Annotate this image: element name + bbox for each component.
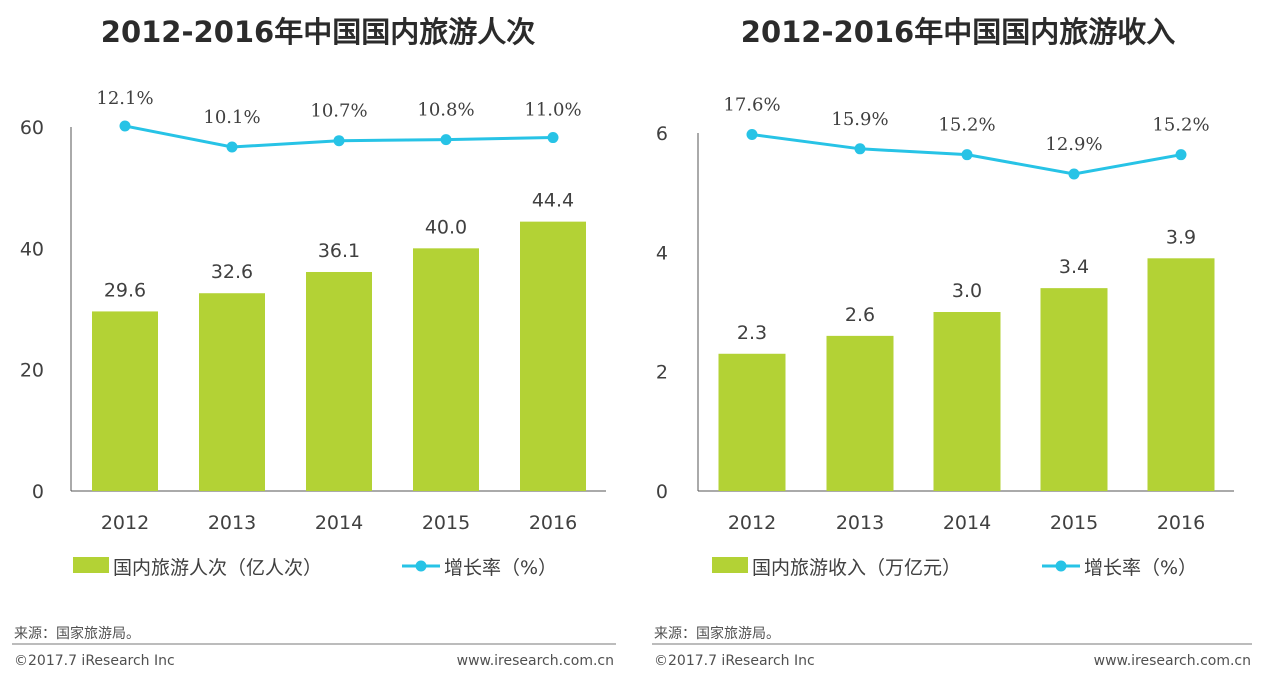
x-axis-ticks: 2012 2013 2014 2015 2016 — [728, 512, 1205, 534]
growth-point — [1068, 168, 1080, 180]
bar — [826, 335, 894, 491]
growth-point — [746, 129, 758, 141]
y-tick-label: 4 — [656, 242, 668, 264]
growth-line-series: 12.1% 10.1% 10.7% 10.8% 11.0% — [96, 88, 582, 153]
growth-point — [119, 120, 131, 132]
growth-value-label: 12.1% — [96, 88, 153, 109]
growth-point — [961, 149, 973, 161]
bar — [306, 271, 372, 491]
y-tick-label: 20 — [20, 360, 44, 382]
legend-line-marker — [1055, 560, 1067, 572]
bar-value-label: 2.3 — [737, 322, 767, 344]
legend-bar-label: 国内旅游收入（万亿元） — [752, 557, 961, 579]
growth-point — [333, 135, 345, 147]
bar-series: 2.3 2.6 3.0 3.4 3.9 — [718, 226, 1215, 491]
bar — [1147, 258, 1215, 491]
growth-value-label: 10.1% — [203, 107, 260, 128]
x-tick-label: 2016 — [529, 512, 577, 534]
bar-value-label: 44.4 — [532, 190, 574, 212]
legend-bar-swatch — [73, 557, 109, 573]
x-tick-label: 2014 — [315, 512, 363, 534]
growth-point — [1175, 149, 1187, 161]
y-tick-label: 6 — [656, 123, 668, 145]
x-tick-label: 2012 — [728, 512, 776, 534]
y-tick-label: 0 — [32, 481, 44, 503]
bar — [718, 353, 786, 491]
chart-title: 2012-2016年中国国内旅游收入 — [741, 15, 1175, 49]
bar-value-label: 36.1 — [318, 240, 360, 262]
bar — [92, 311, 158, 491]
legend: 国内旅游收入（万亿元） 增长率（%） — [712, 557, 1197, 579]
growth-value-label: 15.9% — [831, 109, 888, 130]
website-link[interactable]: www.iresearch.com.cn — [457, 653, 614, 669]
bar-value-label: 40.0 — [425, 216, 467, 238]
growth-value-label: 12.9% — [1045, 134, 1102, 155]
y-axis-ticks: 0 20 40 60 — [20, 117, 44, 503]
x-tick-label: 2012 — [101, 512, 149, 534]
growth-point — [440, 134, 452, 146]
bar — [413, 248, 479, 491]
y-tick-label: 60 — [20, 117, 44, 139]
y-tick-label: 40 — [20, 238, 44, 260]
legend-line-label: 增长率（%） — [1084, 557, 1197, 579]
x-tick-label: 2013 — [208, 512, 256, 534]
bar-value-label: 3.9 — [1166, 226, 1196, 248]
chart-tourist-trips: 2012-2016年中国国内旅游人次 0 20 40 60 29.6 32.6 36.1 4… — [12, 15, 616, 669]
legend: 国内旅游人次（亿人次） 增长率（%） — [73, 557, 557, 579]
growth-point — [226, 141, 238, 153]
x-tick-label: 2013 — [836, 512, 884, 534]
bar — [1040, 288, 1108, 491]
bar-value-label: 32.6 — [211, 261, 253, 283]
x-axis-ticks: 2012 2013 2014 2015 2016 — [101, 512, 577, 534]
x-tick-label: 2015 — [422, 512, 470, 534]
website-link[interactable]: www.iresearch.com.cn — [1094, 653, 1251, 669]
bar — [520, 221, 586, 491]
legend-bar-swatch — [712, 557, 748, 573]
x-tick-label: 2015 — [1050, 512, 1098, 534]
footer: 来源：国家旅游局。 ©2017.7 iResearch Inc www.ires… — [652, 625, 1252, 669]
bar-value-label: 3.0 — [952, 280, 982, 302]
footer: 来源：国家旅游局。 ©2017.7 iResearch Inc www.ires… — [12, 625, 616, 669]
growth-value-label: 10.7% — [310, 101, 367, 122]
growth-point — [547, 132, 559, 144]
growth-point — [854, 143, 866, 155]
copyright-text: ©2017.7 iResearch Inc — [654, 653, 815, 669]
growth-value-label: 10.8% — [417, 100, 474, 121]
y-tick-label: 0 — [656, 481, 668, 503]
bar-value-label: 3.4 — [1059, 256, 1089, 278]
y-tick-label: 2 — [656, 362, 668, 384]
y-axis-ticks: 0 2 4 6 — [656, 123, 668, 503]
legend-line-label: 增长率（%） — [444, 557, 557, 579]
legend-line-marker — [415, 560, 427, 572]
source-note: 来源：国家旅游局。 — [14, 625, 140, 642]
legend-bar-label: 国内旅游人次（亿人次） — [113, 557, 322, 579]
bar — [199, 293, 265, 491]
bar-value-label: 2.6 — [845, 304, 875, 326]
growth-value-label: 11.0% — [524, 100, 581, 121]
bar-value-label: 29.6 — [104, 279, 146, 301]
bar-series: 29.6 32.6 36.1 40.0 44.4 — [92, 190, 586, 491]
growth-value-label: 15.2% — [1152, 115, 1209, 136]
growth-value-label: 17.6% — [723, 95, 780, 116]
bar — [933, 312, 1001, 491]
chart-title: 2012-2016年中国国内旅游人次 — [101, 15, 535, 49]
copyright-text: ©2017.7 iResearch Inc — [14, 653, 175, 669]
growth-line-series: 17.6% 15.9% 15.2% 12.9% 15.2% — [723, 95, 1210, 180]
growth-value-label: 15.2% — [938, 115, 995, 136]
x-tick-label: 2016 — [1157, 512, 1205, 534]
source-note: 来源：国家旅游局。 — [654, 625, 780, 642]
x-tick-label: 2014 — [943, 512, 991, 534]
